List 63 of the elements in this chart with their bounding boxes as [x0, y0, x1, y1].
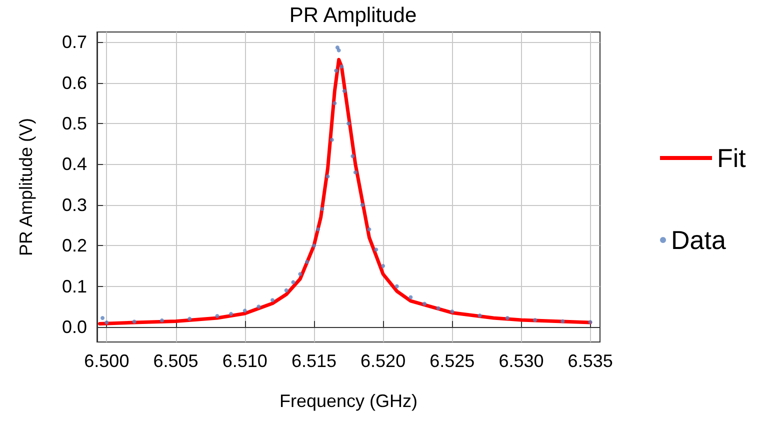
- point: [478, 314, 482, 318]
- point: [320, 206, 324, 211]
- x-tick-label: 6.520: [360, 351, 406, 371]
- y-tick-label: 0.6: [62, 72, 87, 93]
- point: [316, 227, 320, 232]
- point: [284, 288, 288, 292]
- y-tick-label: 0.0: [62, 316, 87, 337]
- y-tick-label: 0.4: [62, 154, 87, 174]
- point: [104, 320, 109, 324]
- x-tick-label: 6.515: [291, 351, 336, 371]
- x-tick-label: 6.525: [430, 351, 475, 371]
- point: [367, 227, 372, 232]
- point: [436, 306, 440, 310]
- point: [533, 318, 538, 322]
- point: [305, 260, 310, 264]
- point: [450, 309, 454, 314]
- point: [340, 64, 344, 69]
- point: [336, 48, 341, 52]
- point: [346, 122, 350, 126]
- point: [505, 316, 510, 320]
- point: [132, 320, 136, 324]
- x-tick-label: 6.530: [498, 351, 544, 371]
- point: [270, 298, 274, 302]
- point: [374, 248, 378, 252]
- line-series: [98, 58, 592, 326]
- point: [242, 308, 247, 313]
- point: [188, 316, 192, 321]
- point: [326, 174, 330, 178]
- point: [330, 138, 334, 142]
- point: [588, 320, 592, 324]
- y-tick-label: 0.7: [62, 32, 87, 52]
- point: [100, 316, 105, 320]
- legend-label: Fit: [717, 143, 747, 173]
- point: [381, 264, 386, 268]
- y-axis-title: PR Amplitude (V): [16, 118, 36, 256]
- x-tick-label: 6.535: [568, 351, 613, 371]
- x-axis-title: Frequency (GHz): [279, 391, 418, 411]
- point: [298, 272, 302, 276]
- point: [215, 314, 220, 318]
- point: [353, 170, 358, 174]
- point: [334, 68, 338, 73]
- point: [408, 295, 413, 300]
- point: [312, 244, 316, 248]
- legend-label: Data: [671, 225, 726, 255]
- y-tick-label: 0.2: [62, 236, 87, 256]
- chart-title: PR Amplitude: [289, 4, 417, 27]
- point: [160, 318, 164, 322]
- point: [560, 319, 565, 324]
- y-tick-label: 0.5: [62, 114, 87, 134]
- x-tick-label: 6.510: [222, 351, 268, 371]
- point: [342, 88, 346, 93]
- x-tick-label: 6.505: [153, 351, 198, 371]
- y-tick-label: 0.1: [62, 276, 87, 296]
- point: [332, 101, 337, 106]
- point: [350, 154, 355, 158]
- point: [291, 280, 296, 284]
- point: [422, 302, 427, 306]
- point: [256, 304, 261, 309]
- point: [394, 284, 399, 288]
- point: [360, 202, 364, 207]
- point: [229, 312, 234, 316]
- y-tick-label: 0.3: [62, 194, 87, 215]
- x-tick-label: 6.500: [84, 351, 130, 371]
